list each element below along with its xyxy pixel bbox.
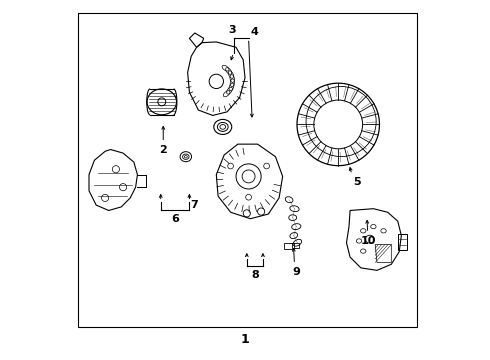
Text: 7: 7 (191, 200, 198, 210)
Text: 1: 1 (241, 333, 249, 346)
Text: 9: 9 (292, 267, 300, 277)
Text: 8: 8 (251, 270, 259, 280)
Text: 3: 3 (228, 25, 236, 35)
Bar (78, 13, 417, 327)
Text: 10: 10 (361, 235, 376, 246)
Text: 6: 6 (171, 214, 179, 224)
Text: 2: 2 (159, 145, 167, 155)
Bar (285, 243, 294, 249)
Bar (292, 243, 299, 248)
Text: 5: 5 (353, 177, 361, 187)
Text: 4: 4 (250, 27, 258, 37)
Ellipse shape (158, 98, 166, 106)
